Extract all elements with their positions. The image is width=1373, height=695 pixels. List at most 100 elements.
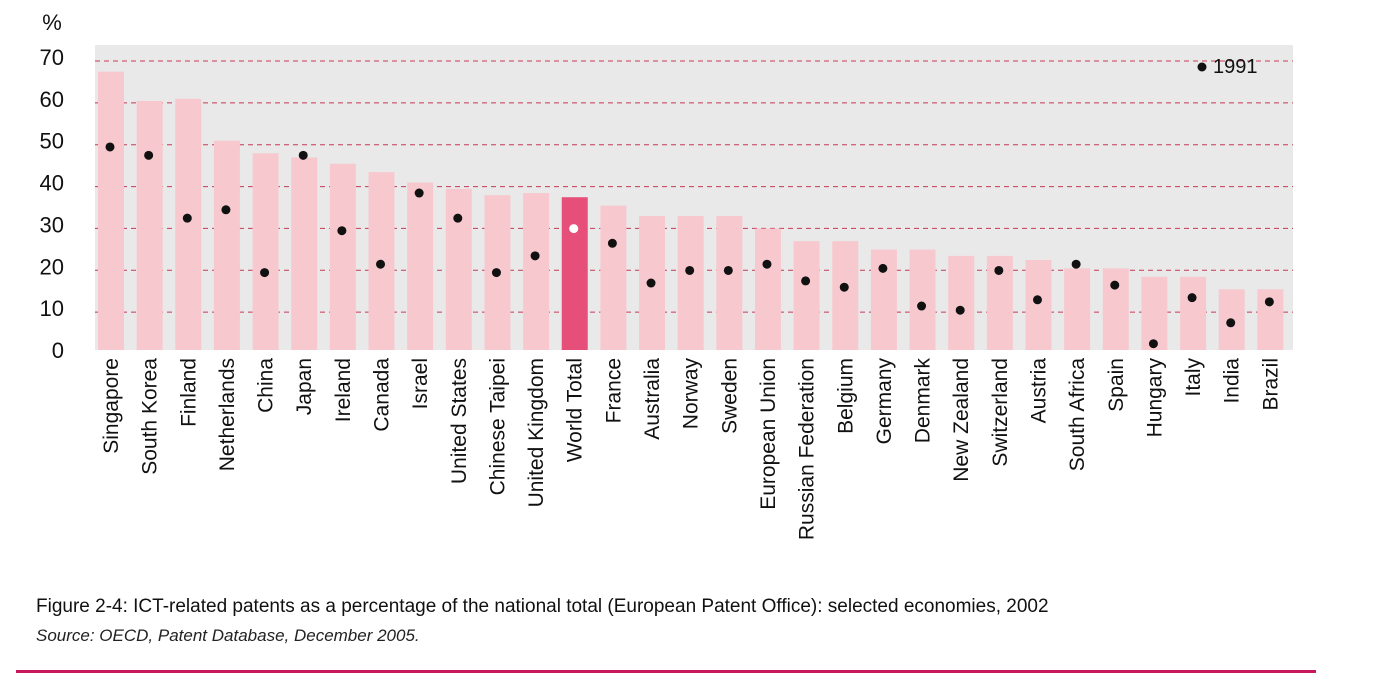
bar-new-zealand xyxy=(948,255,975,350)
point-1991-european-union xyxy=(762,259,772,269)
bar-spain xyxy=(1102,268,1129,350)
point-1991-united-kingdom xyxy=(530,251,540,261)
x-tick-label: South Korea xyxy=(139,358,162,475)
x-tick-label: South Africa xyxy=(1066,358,1089,472)
x-tick-label: European Union xyxy=(757,358,780,510)
bar-chart: 0 10 20 30 40 50 60 70 % Singapore South Korea Fi… xyxy=(40,10,1293,541)
bar-european-union xyxy=(754,228,781,350)
point-1991-brazil xyxy=(1264,297,1274,307)
point-1991-japan xyxy=(298,150,308,160)
bar-norway xyxy=(677,216,704,350)
figure-caption: Figure 2-4: ICT-related patents as a per… xyxy=(36,596,1049,617)
legend-marker-1991 xyxy=(1197,62,1207,72)
y-tick-label: 50 xyxy=(40,129,64,154)
y-tick-label: 10 xyxy=(40,296,64,321)
y-tick-label: 0 xyxy=(52,338,64,363)
point-1991-canada xyxy=(376,259,386,269)
x-tick-label: Sweden xyxy=(718,358,741,434)
bar-hungary xyxy=(1141,276,1168,350)
x-tick-label: Italy xyxy=(1182,358,1205,397)
y-tick-label: 30 xyxy=(40,212,64,237)
bar-belgium xyxy=(832,241,859,350)
point-1991-finland xyxy=(182,213,192,223)
y-tick-label: 70 xyxy=(40,45,64,70)
point-1991-netherlands xyxy=(221,205,231,215)
point-1991-france xyxy=(607,238,617,248)
x-tick-label: France xyxy=(602,358,625,423)
x-tick-label: Belgium xyxy=(834,358,857,434)
point-1991-austria xyxy=(1032,295,1042,305)
point-1991-australia xyxy=(646,278,656,288)
bar-russian-federation xyxy=(793,241,820,350)
point-1991-new-zealand xyxy=(955,305,965,315)
x-tick-label: Ireland xyxy=(332,358,355,422)
x-tick-label: India xyxy=(1221,358,1244,404)
x-tick-label: Israel xyxy=(409,358,432,409)
x-tick-label: Norway xyxy=(680,358,703,430)
point-1991-chinese-taipei xyxy=(491,268,501,278)
point-1991-china xyxy=(260,268,270,278)
point-1991-germany xyxy=(878,263,888,273)
point-1991-south-africa xyxy=(1071,259,1081,269)
bar-south-korea xyxy=(136,100,163,350)
x-tick-label: United Kingdom xyxy=(525,358,548,507)
bottom-rule xyxy=(16,670,1316,673)
point-1991-denmark xyxy=(917,301,927,311)
x-tick-label: Switzerland xyxy=(989,358,1012,467)
x-tick-label: China xyxy=(255,358,278,413)
point-1991-russian-federation xyxy=(801,276,811,286)
point-1991-israel xyxy=(414,188,424,198)
point-1991-south-korea xyxy=(144,150,154,160)
point-1991-spain xyxy=(1110,280,1120,290)
x-tick-label: Chinese Taipei xyxy=(486,358,509,495)
bar-china xyxy=(252,153,279,350)
bar-ireland xyxy=(329,163,356,350)
figure-source: Source: OECD, Patent Database, December … xyxy=(36,626,420,645)
x-tick-label: New Zealand xyxy=(950,358,973,482)
point-1991-switzerland xyxy=(994,265,1004,275)
point-1991-united-states xyxy=(453,213,463,223)
x-tick-label: Germany xyxy=(873,358,896,445)
y-axis-ticks: 0 10 20 30 40 50 60 70 xyxy=(40,45,64,363)
x-tick-label: Spain xyxy=(1105,358,1128,412)
point-1991-world-total xyxy=(569,224,579,234)
point-1991-hungary xyxy=(1148,339,1158,349)
bars xyxy=(98,71,1284,351)
legend-label-1991: 1991 xyxy=(1213,56,1258,78)
bar-singapore xyxy=(98,71,124,351)
x-tick-label: Japan xyxy=(293,358,316,415)
point-1991-belgium xyxy=(839,282,849,292)
x-tick-label: Denmark xyxy=(912,358,935,444)
y-tick-label: 40 xyxy=(40,171,64,196)
bar-israel xyxy=(407,182,434,350)
y-axis-label: % xyxy=(42,10,62,35)
point-1991-ireland xyxy=(337,226,347,236)
x-tick-label: Singapore xyxy=(100,358,123,454)
bar-world-total xyxy=(561,197,588,350)
x-axis-labels: Singapore South Korea Finland Netherlands Ch… xyxy=(100,358,1282,541)
x-tick-label: Australia xyxy=(641,358,664,440)
point-1991-norway xyxy=(685,265,695,275)
point-1991-india xyxy=(1226,318,1236,328)
points-1991 xyxy=(105,142,1274,349)
legend: 1991 xyxy=(1197,56,1258,78)
x-tick-label: Canada xyxy=(371,358,394,432)
x-tick-label: United States xyxy=(448,358,471,484)
bar-sweden xyxy=(716,216,743,350)
point-1991-italy xyxy=(1187,293,1197,303)
x-tick-label: Hungary xyxy=(1143,358,1166,438)
point-1991-sweden xyxy=(723,265,733,275)
x-tick-label: Netherlands xyxy=(216,358,239,471)
bar-denmark xyxy=(909,249,936,350)
bar-italy xyxy=(1180,276,1207,350)
bar-united-kingdom xyxy=(523,193,550,350)
bar-united-states xyxy=(445,188,472,350)
bar-austria xyxy=(1025,260,1052,350)
x-tick-label: Brazil xyxy=(1259,358,1282,411)
bar-south-africa xyxy=(1064,268,1091,350)
x-tick-label: World Total xyxy=(564,358,587,462)
bar-france xyxy=(600,205,627,350)
y-tick-label: 60 xyxy=(40,87,64,112)
x-tick-label: Austria xyxy=(1027,358,1050,424)
bar-finland xyxy=(175,98,202,350)
